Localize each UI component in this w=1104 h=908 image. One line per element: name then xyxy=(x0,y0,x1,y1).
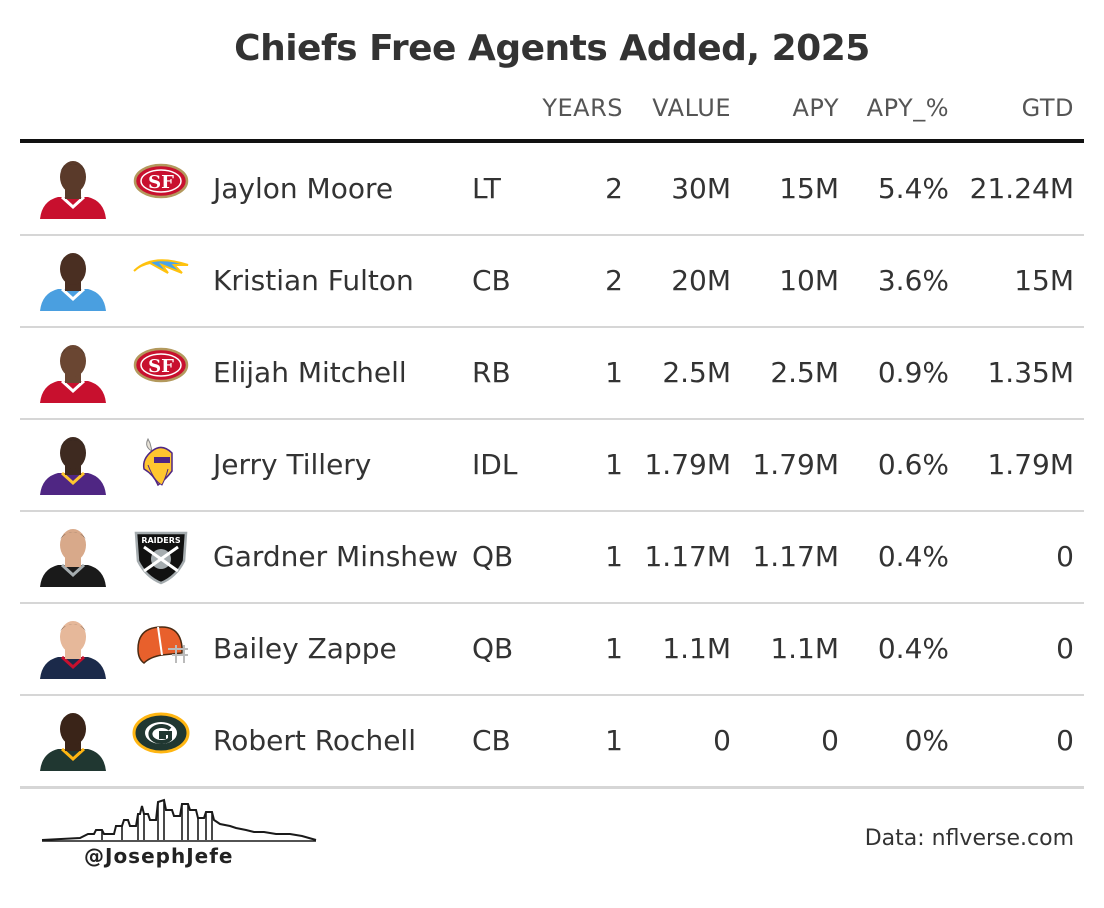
table-row: SF Elijah Mitchell RB 1 2.5M 2.5M 0.9% 1.35M xyxy=(20,327,1084,419)
table-row: Kristian Fulton CB 2 20M 10M 3.6% 15M xyxy=(20,235,1084,327)
header-rule xyxy=(20,139,1084,143)
player-name: Gardner Minshew xyxy=(213,540,459,573)
header-apy: APY xyxy=(792,94,839,122)
position: RB xyxy=(472,356,511,389)
apy: 0 xyxy=(821,724,839,757)
data-source: Data: nflverse.com xyxy=(864,826,1074,851)
gtd: 0 xyxy=(1056,540,1074,573)
position: IDL xyxy=(472,448,518,481)
value: 2.5M xyxy=(662,356,731,389)
apy-pct: 0.6% xyxy=(877,448,949,481)
player-name: Jaylon Moore xyxy=(213,172,394,205)
footer-rule xyxy=(20,786,1084,789)
table-row: RAIDERS Gardner Minshew QB 1 1.17M 1.17M 0.4% 0 xyxy=(20,511,1084,603)
author-credit: @JosephJefe xyxy=(84,844,234,868)
value: 1.79M xyxy=(644,448,731,481)
position: QB xyxy=(472,632,514,665)
gtd: 21.24M xyxy=(969,172,1074,205)
kc-skyline-logo xyxy=(41,798,317,842)
player-name: Jerry Tillery xyxy=(213,448,372,481)
apy: 1.79M xyxy=(752,448,839,481)
apy: 1.1M xyxy=(770,632,839,665)
apy: 1.17M xyxy=(752,540,839,573)
row-divider xyxy=(20,602,1084,604)
table-row: SF Jaylon Moore LT 2 30M 15M 5.4% 21.24M xyxy=(20,143,1084,235)
years: 1 xyxy=(605,356,623,389)
gtd: 0 xyxy=(1056,632,1074,665)
apy-pct: 0% xyxy=(904,724,949,757)
value: 1.1M xyxy=(662,632,731,665)
header-apy-pct: APY_% xyxy=(866,94,949,122)
apy-pct: 0.4% xyxy=(877,632,949,665)
player-name: Bailey Zappe xyxy=(213,632,397,665)
apy: 10M xyxy=(779,264,839,297)
gtd: 15M xyxy=(1014,264,1074,297)
row-divider xyxy=(20,510,1084,512)
value: 0 xyxy=(713,724,731,757)
position: LT xyxy=(472,172,501,205)
player-headshot xyxy=(36,617,110,679)
player-name: Kristian Fulton xyxy=(213,264,414,297)
table-row: Robert Rochell CB 1 0 0 0% 0 xyxy=(20,695,1084,787)
row-divider xyxy=(20,694,1084,696)
header-gtd: GTD xyxy=(1021,94,1074,122)
svg-text:RAIDERS: RAIDERS xyxy=(141,536,181,545)
row-divider xyxy=(20,326,1084,328)
position: CB xyxy=(472,264,511,297)
value: 20M xyxy=(671,264,731,297)
browns-helmet-logo xyxy=(132,619,190,677)
apy-pct: 5.4% xyxy=(877,172,949,205)
header-years: YEARS xyxy=(542,94,623,122)
player-headshot xyxy=(36,525,110,587)
chargers-bolt-logo xyxy=(132,251,190,309)
raiders-shield-logo: RAIDERS xyxy=(132,527,190,585)
years: 1 xyxy=(605,632,623,665)
years: 2 xyxy=(605,172,623,205)
chart-title: Chiefs Free Agents Added, 2025 xyxy=(234,28,870,69)
player-headshot xyxy=(36,433,110,495)
niners-logo: SF xyxy=(132,343,190,401)
gtd: 1.79M xyxy=(987,448,1074,481)
years: 1 xyxy=(605,540,623,573)
table-row: Jerry Tillery IDL 1 1.79M 1.79M 0.6% 1.79M xyxy=(20,419,1084,511)
svg-text:SF: SF xyxy=(148,356,174,377)
years: 1 xyxy=(605,448,623,481)
gtd: 0 xyxy=(1056,724,1074,757)
player-headshot xyxy=(36,709,110,771)
player-headshot xyxy=(36,249,110,311)
player-headshot xyxy=(36,157,110,219)
player-headshot xyxy=(36,341,110,403)
row-divider xyxy=(20,418,1084,420)
years: 2 xyxy=(605,264,623,297)
niners-logo: SF xyxy=(132,159,190,217)
player-name: Robert Rochell xyxy=(213,724,416,757)
value: 30M xyxy=(671,172,731,205)
apy-pct: 0.9% xyxy=(877,356,949,389)
svg-text:SF: SF xyxy=(148,172,174,193)
row-divider xyxy=(20,234,1084,236)
apy: 2.5M xyxy=(770,356,839,389)
position: QB xyxy=(472,540,514,573)
position: CB xyxy=(472,724,511,757)
header-value: VALUE xyxy=(652,94,731,122)
value: 1.17M xyxy=(644,540,731,573)
vikings-logo xyxy=(132,435,190,493)
apy-pct: 3.6% xyxy=(877,264,949,297)
packers-g-logo xyxy=(132,711,190,769)
apy-pct: 0.4% xyxy=(877,540,949,573)
apy: 15M xyxy=(779,172,839,205)
gtd: 1.35M xyxy=(987,356,1074,389)
player-name: Elijah Mitchell xyxy=(213,356,407,389)
table-row: Bailey Zappe QB 1 1.1M 1.1M 0.4% 0 xyxy=(20,603,1084,695)
years: 1 xyxy=(605,724,623,757)
